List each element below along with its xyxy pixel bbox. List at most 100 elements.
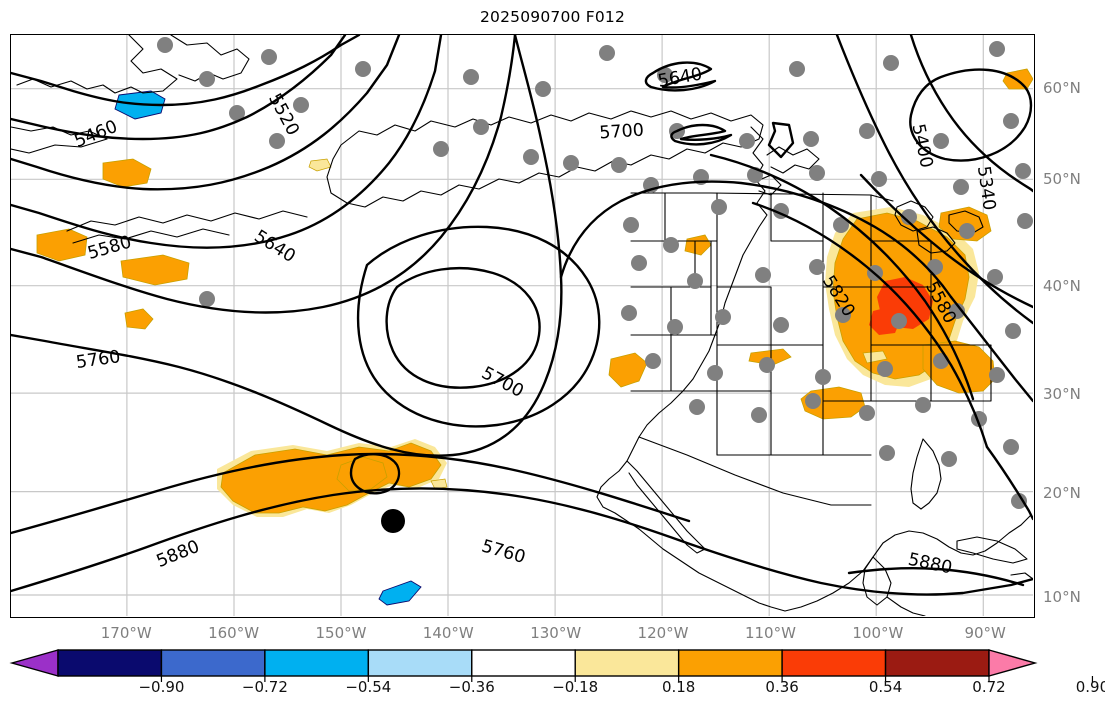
map-clip: 5460 5520 5580 5640 5760 5640 5700 5700 … bbox=[11, 35, 1034, 617]
colorbar-tick-label: −0.36 bbox=[448, 678, 495, 696]
coast-aleutians-2 bbox=[72, 228, 230, 244]
colorbar-segment bbox=[57, 649, 163, 677]
coast-panhandle bbox=[766, 146, 820, 174]
colorbar-segment bbox=[574, 649, 680, 677]
colorbar-tick-label: 0.54 bbox=[868, 678, 903, 696]
lat-tick-label: 60°N bbox=[1043, 79, 1081, 98]
coast-mexico-west bbox=[638, 528, 786, 612]
coast-gulf bbox=[784, 514, 1032, 612]
shade-yellow-dot2 bbox=[430, 478, 448, 490]
colorbar-segment bbox=[781, 649, 887, 677]
contour-5820-b bbox=[751, 201, 989, 449]
contour-wave-3 bbox=[767, 121, 795, 159]
lat-tick-label: 10°N bbox=[1043, 587, 1081, 606]
contour-small-closed bbox=[349, 453, 401, 495]
colorbar-segment bbox=[264, 649, 370, 677]
shade-yellow-dot1 bbox=[308, 158, 332, 172]
shade-red-core-tail bbox=[869, 307, 901, 335]
shade-orange-midwest-lobe bbox=[922, 340, 996, 394]
lon-tick-label: 150°W bbox=[315, 624, 367, 642]
coast-alaska bbox=[326, 110, 764, 208]
coast-yucatan bbox=[862, 556, 892, 606]
contour-label: 5520 bbox=[264, 90, 303, 139]
lat-tick-label: 40°N bbox=[1043, 276, 1081, 295]
contour-5340-e bbox=[909, 35, 1033, 193]
contour-5700-low bbox=[385, 267, 541, 389]
colorbar-svg bbox=[9, 649, 1094, 682]
coast-centralam bbox=[886, 596, 926, 616]
colorbar-tick-label: 0.72 bbox=[972, 678, 1006, 696]
border-mexico bbox=[638, 436, 872, 506]
shade-orange-west2 bbox=[120, 254, 190, 286]
contour-5340-closed bbox=[909, 68, 1033, 162]
shade-orange-baja bbox=[608, 352, 648, 388]
page-title: 2025090700 F012 bbox=[479, 8, 626, 26]
lat-tick-label: 50°N bbox=[1043, 170, 1081, 188]
lon-tick-label: 110°W bbox=[744, 624, 796, 642]
colorbar-segment bbox=[367, 649, 473, 677]
colorbar-segment bbox=[884, 649, 990, 677]
shaded-anomaly-regions bbox=[36, 68, 1033, 606]
coast-aleutians bbox=[66, 210, 308, 232]
lat-tick-label: 20°N bbox=[1043, 484, 1081, 503]
contour-5580-e bbox=[859, 173, 1033, 309]
contour-label: 5880 bbox=[906, 550, 954, 579]
contour-label: 5640 bbox=[250, 226, 298, 267]
lon-tick-label: 100°W bbox=[852, 624, 904, 642]
contour-east-sweep bbox=[949, 295, 1033, 403]
contour-label: 5760 bbox=[479, 536, 527, 568]
contour-5640-w bbox=[11, 35, 443, 249]
contour-label: 5700 bbox=[599, 120, 645, 143]
lat-tick-label: 30°N bbox=[1043, 384, 1081, 403]
special-black-marker bbox=[381, 509, 405, 533]
shade-orange-far-ne bbox=[1002, 68, 1033, 90]
contour-label: 5460 bbox=[72, 117, 121, 152]
station-markers bbox=[157, 37, 1033, 509]
contour-wave-2 bbox=[670, 123, 733, 146]
colorbar-segment bbox=[988, 649, 1038, 677]
contour-5520 bbox=[11, 35, 347, 141]
contour-east-sweep2 bbox=[985, 445, 1033, 521]
contour-5700-w bbox=[11, 35, 517, 314]
colorbar-tick-label: 0.36 bbox=[765, 678, 799, 696]
lon-tick-label: 170°W bbox=[100, 624, 152, 642]
contour-5460 bbox=[11, 35, 361, 107]
contour-5880-s bbox=[11, 487, 1033, 596]
colorbar-tick-label: −0.54 bbox=[345, 678, 392, 696]
geopotential-contours bbox=[11, 35, 1033, 596]
coast-caribbean-islands bbox=[1010, 572, 1033, 580]
contour-5760-w bbox=[11, 35, 563, 457]
grid-lines bbox=[11, 35, 1033, 616]
colorbar-segment bbox=[471, 649, 576, 677]
contour-label: 5760 bbox=[75, 347, 122, 373]
lon-tick-label: 90°W bbox=[964, 624, 1006, 642]
coast-great-lakes-3 bbox=[948, 210, 984, 234]
shade-orange-aleutian bbox=[102, 158, 152, 188]
coast-cuba bbox=[956, 536, 1028, 564]
coast-baja bbox=[626, 460, 706, 554]
lon-tick-label: 140°W bbox=[422, 624, 474, 642]
shade-orange-hawaii-arm bbox=[336, 456, 388, 492]
shade-orange-sw-small bbox=[684, 234, 712, 256]
shade-orange-hawaii bbox=[220, 442, 442, 514]
colorbar-segment bbox=[9, 649, 59, 677]
lon-tick-label: 120°W bbox=[637, 624, 689, 642]
contour-5400-e bbox=[835, 35, 1033, 325]
coast-florida bbox=[910, 438, 942, 510]
colorbar: −0.90 −0.72 −0.54 −0.36 −0.18 0.18 0.36 0.54 0.7… bbox=[0, 648, 1105, 712]
contour-5760-inner bbox=[356, 225, 601, 428]
contour-5580-w bbox=[11, 35, 401, 191]
colorbar-tick-label: −0.72 bbox=[241, 678, 288, 696]
shade-yellow-sliver-tx bbox=[748, 348, 792, 366]
colorbar-tick-label: −0.18 bbox=[552, 678, 599, 696]
colorbar-tick-label: 0.18 bbox=[661, 678, 696, 696]
contour-label: 5340 bbox=[973, 165, 999, 212]
shade-cyan-pacific bbox=[378, 580, 422, 606]
coast-great-lakes bbox=[894, 200, 934, 232]
shade-yellow-sliver-ok bbox=[862, 350, 888, 364]
shade-orange-west3 bbox=[124, 308, 154, 330]
contour-label: 5400 bbox=[907, 122, 936, 170]
coast-siberia bbox=[16, 35, 178, 94]
colorbar-tick-label: 0.90 bbox=[1075, 678, 1105, 696]
